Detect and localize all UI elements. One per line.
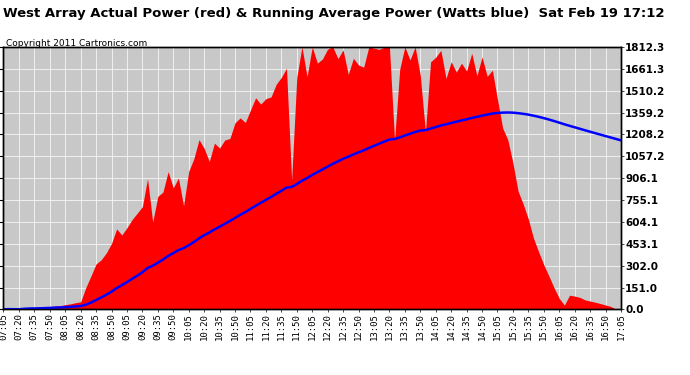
Text: Copyright 2011 Cartronics.com: Copyright 2011 Cartronics.com <box>6 39 147 48</box>
Text: West Array Actual Power (red) & Running Average Power (Watts blue)  Sat Feb 19 1: West Array Actual Power (red) & Running … <box>3 8 665 21</box>
